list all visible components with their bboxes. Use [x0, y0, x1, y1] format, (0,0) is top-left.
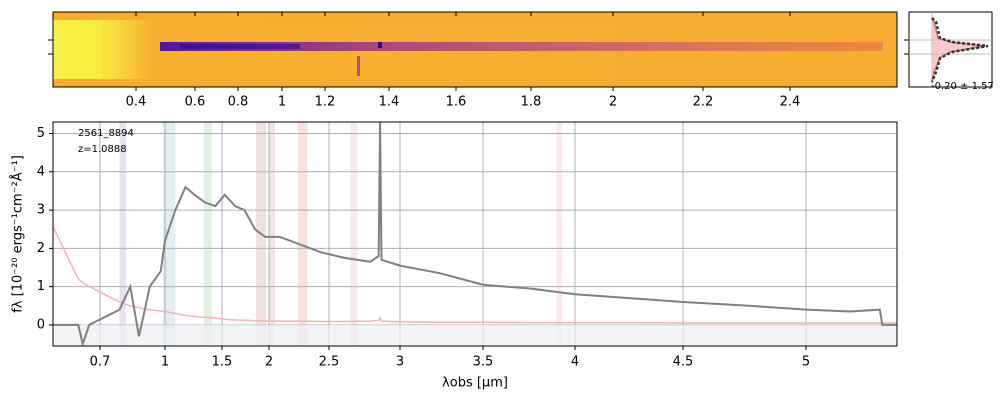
top-x-tick-label: 0.8	[228, 95, 249, 110]
line-band	[556, 122, 563, 346]
top-x-tick-label: 2	[609, 95, 617, 110]
top-x-tick-label: 2.4	[780, 95, 801, 110]
profile-panel	[904, 11, 993, 88]
redshift: z=1.0888	[78, 144, 127, 155]
flux-line	[53, 122, 897, 346]
line-band	[162, 122, 176, 346]
x-tick-label: 3	[396, 355, 404, 370]
x-tick-label: 2.5	[319, 355, 340, 370]
plot-frame	[52, 121, 898, 347]
y-tick-label: 1	[37, 279, 45, 294]
y-tick-label: 3	[37, 203, 45, 218]
top-x-tick-label: 1.4	[379, 95, 400, 110]
plot-area	[53, 122, 897, 346]
line-band	[203, 122, 212, 346]
top-x-tick-label: 1	[278, 95, 286, 110]
x-tick-label: 5	[802, 355, 810, 370]
error-line	[53, 225, 897, 324]
x-tick-label: 4	[571, 355, 579, 370]
spectrum-2d	[48, 11, 898, 88]
top-x-tick-label: 0.6	[185, 95, 206, 110]
line-band	[297, 122, 308, 346]
y-tick-label: 5	[37, 126, 45, 141]
top-x-tick-label: 0.4	[126, 95, 147, 110]
x-tick-label: 1	[161, 355, 169, 370]
x-tick-label: 4.5	[673, 355, 694, 370]
top-x-tick-label: 2.2	[693, 95, 714, 110]
top-x-tick-label: 1.8	[521, 95, 542, 110]
object-id: 2561_8894	[78, 128, 134, 139]
top-x-tick-label: 1.6	[446, 95, 467, 110]
line-band	[119, 122, 126, 346]
line-band	[350, 122, 358, 346]
zero-band	[53, 324, 897, 346]
x-tick-label: 1.5	[212, 355, 233, 370]
y-tick-label: 0	[37, 317, 45, 332]
top-x-tick-label: 1.2	[315, 95, 336, 110]
x-tick-label: 3.5	[473, 355, 494, 370]
y-axis-label: fλ [10⁻²⁰ ergs⁻¹cm⁻²Å⁻¹]	[10, 155, 26, 313]
x-axis-label: λobs [μm]	[442, 376, 508, 391]
profile-label: -0.20 ± 1.57	[931, 81, 994, 92]
x-tick-label: 0.7	[90, 355, 111, 370]
line-band	[269, 122, 275, 346]
y-tick-label: 2	[37, 241, 45, 256]
y-tick-label: 4	[37, 164, 45, 179]
x-tick-label: 2	[265, 355, 273, 370]
